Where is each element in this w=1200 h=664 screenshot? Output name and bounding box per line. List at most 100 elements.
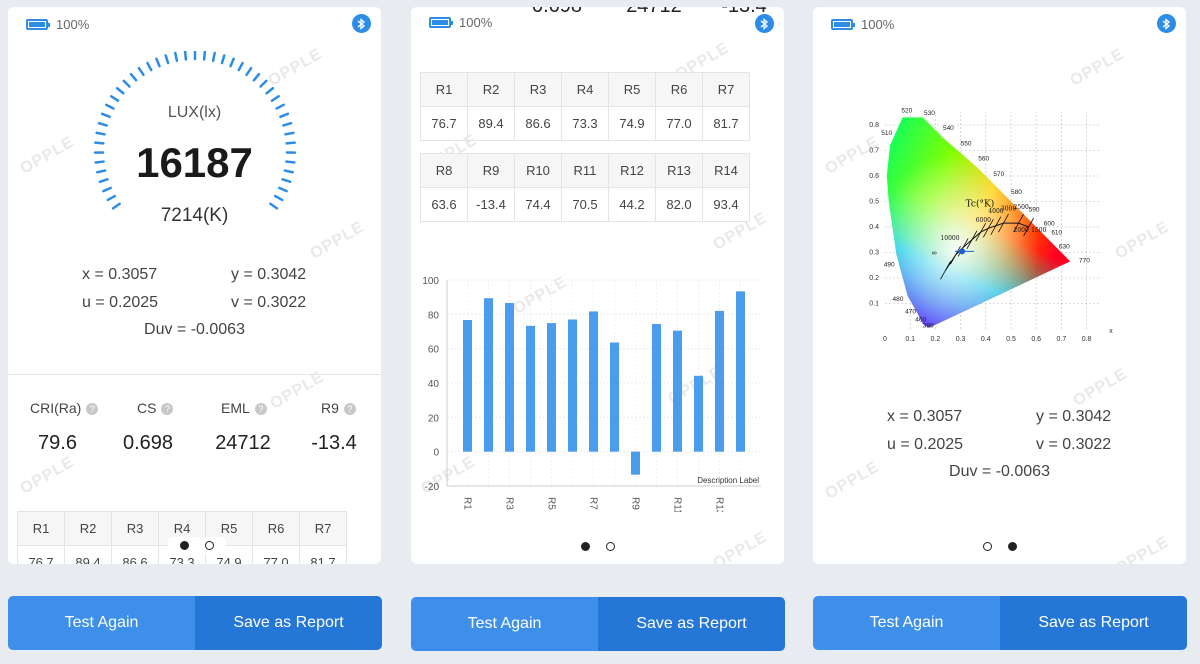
cct-label: 3000: [1001, 205, 1016, 212]
bar-R5: [547, 323, 556, 452]
y-tick-label: 0.5: [869, 199, 879, 206]
test-again-button[interactable]: Test Again: [813, 596, 1000, 650]
gauge-tick: [95, 131, 106, 136]
gauge-tick: [105, 103, 115, 110]
page-dot-active[interactable]: [1008, 542, 1017, 551]
help-icon[interactable]: ?: [254, 403, 267, 415]
bar-R8: [610, 342, 619, 452]
gauge-tick: [237, 61, 244, 72]
table-cell: 81.7: [702, 106, 750, 141]
r-table-row2: R8 R9 R10 R11 R12 R13 R14 63.6 -13.4 74.…: [420, 153, 750, 222]
page-dot[interactable]: [606, 542, 615, 551]
bluetooth-icon[interactable]: [1157, 14, 1176, 33]
x-tick-label: 0.2: [931, 336, 941, 343]
table-cell: 81.7: [299, 545, 347, 564]
x-tick-label: 0.3: [956, 336, 966, 343]
metric-label-cri: CRI(Ra)?: [30, 400, 115, 416]
y-tick-label: 60: [428, 345, 440, 356]
wavelength-label: 610: [1051, 230, 1062, 237]
help-icon[interactable]: ?: [86, 403, 99, 415]
help-icon[interactable]: ?: [161, 403, 174, 415]
table-cell: R2: [64, 511, 112, 546]
isotherm-line: [1013, 213, 1024, 233]
r-bar-chart: -20 0 20 40 60 80 100 R1 R3 R5 R7 R9 R11 R13 Descripti…: [422, 276, 761, 512]
table-cell: R2: [467, 72, 515, 107]
chroma-y: y = 0.3042: [1036, 408, 1112, 425]
gauge-tick: [97, 121, 108, 127]
x-tick-label: R7: [588, 497, 599, 510]
spectral-locus-white: [886, 117, 1071, 328]
gauge-tick: [273, 194, 284, 202]
page-dot-active[interactable]: [180, 541, 189, 550]
result-card[interactable]: 100% OPPLE OPPLE OPPLE OPPLE OPPLE LUX(l…: [8, 7, 381, 564]
help-icon[interactable]: ?: [343, 403, 356, 415]
wavelength-label: 770: [1079, 258, 1090, 265]
bar-R14: [736, 291, 745, 452]
isotherm-line: [975, 222, 987, 242]
chroma-duv: Duv = -0.0063: [949, 463, 1050, 480]
x-tick-label: 0.5: [1006, 336, 1016, 343]
chroma-x: x = 0.3057: [82, 266, 158, 283]
cct-label: 2000: [1014, 227, 1029, 234]
gauge-tick: [220, 54, 226, 65]
metric-value-cs: 0.698: [122, 432, 174, 454]
battery-percent: 100%: [56, 16, 90, 32]
table-cell: R1: [420, 72, 468, 107]
table-cell: R4: [561, 72, 609, 107]
bluetooth-icon[interactable]: [352, 14, 371, 33]
page-dot[interactable]: [205, 541, 214, 550]
result-card[interactable]: 0.698 24712 -13.4 100% OPPLE OPPLE OPPLE…: [411, 7, 784, 564]
cct-label: 4000: [988, 208, 1003, 215]
wavelength-label: 600: [1044, 221, 1055, 228]
gauge-tick: [164, 54, 170, 65]
save-report-button[interactable]: Save as Report: [598, 597, 785, 651]
save-report-button[interactable]: Save as Report: [195, 596, 382, 650]
table-cell: R3: [111, 511, 159, 546]
gauge-tick: [96, 169, 107, 174]
table-cell: R10: [514, 153, 562, 188]
metrics-labels: CRI(Ra)? CS? EML? R9?: [30, 400, 370, 416]
chroma-v: v = 0.3022: [231, 294, 307, 311]
save-report-button[interactable]: Save as Report: [1000, 596, 1187, 650]
gauge-tick: [275, 103, 285, 110]
table-cell: 77.0: [252, 545, 300, 564]
cct-label: 6000: [976, 217, 991, 224]
page-dot[interactable]: [983, 542, 992, 551]
wavelength-label: 580: [1011, 189, 1022, 196]
gauge-tick: [106, 194, 117, 202]
isotherm-line: [982, 219, 994, 238]
table-cell: 70.5: [561, 187, 609, 222]
lux-label: LUX(lx): [167, 104, 222, 121]
cct-value: 7214(K): [160, 205, 229, 226]
test-again-button[interactable]: Test Again: [8, 596, 195, 650]
status-bar: 100%: [26, 16, 89, 32]
chroma-duv: Duv = -0.0063: [144, 321, 245, 338]
metric-label-cs: CS?: [115, 400, 203, 416]
y-tick-label: 0: [433, 448, 439, 459]
y-tick-label: 0.4: [869, 224, 879, 231]
battery-percent: 100%: [459, 14, 493, 30]
y-tick-label: 20: [428, 413, 440, 424]
isotherm-line: [966, 230, 978, 249]
table-cell: 86.6: [111, 545, 159, 564]
table-cell: 74.4: [514, 187, 562, 222]
metric-value-cri: 79.6: [38, 432, 77, 454]
test-again-button[interactable]: Test Again: [411, 597, 598, 651]
table-cell: R5: [608, 72, 656, 107]
y-tick-label: 0.1: [869, 301, 879, 308]
gauge-tick: [285, 160, 296, 164]
wavelength-label: 550: [961, 140, 972, 147]
gauge-tick: [122, 79, 131, 88]
page-dot-active[interactable]: [581, 542, 590, 551]
y-tick-label: 100: [422, 276, 439, 287]
wavelength-label: 540: [943, 125, 954, 132]
gauge-tick: [110, 95, 120, 102]
y-tick-label: 80: [428, 310, 440, 321]
y-tick-label: 0.3: [869, 250, 879, 257]
wavelength-label: 520: [901, 107, 912, 114]
metric-value-r9: -13.4: [311, 432, 357, 454]
bluetooth-icon[interactable]: [755, 14, 774, 33]
result-card[interactable]: 100% OPPLE OPPLE OPPLE OPPLE OPPLE OPPLE…: [813, 7, 1186, 564]
gauge-tick: [265, 87, 275, 95]
metric-value-eml: 24712: [603, 7, 705, 18]
